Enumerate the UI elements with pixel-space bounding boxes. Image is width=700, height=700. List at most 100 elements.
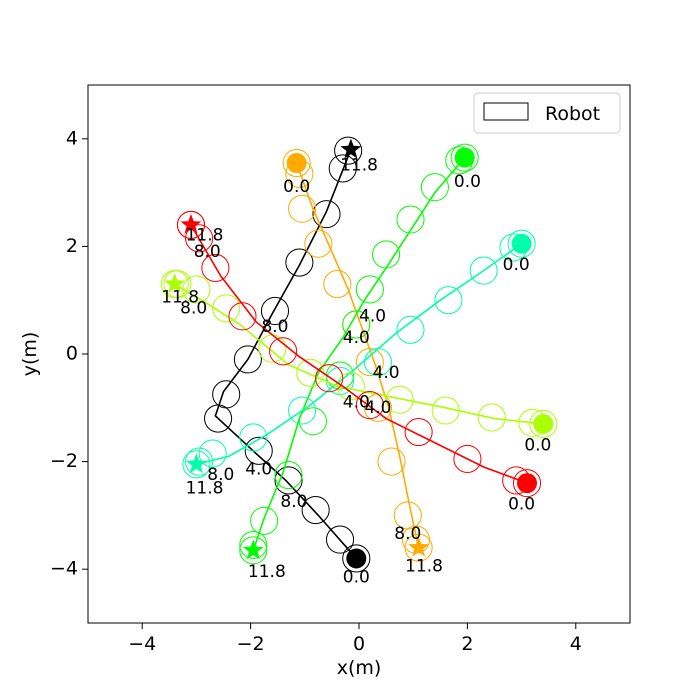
robot-footprint-circle — [385, 385, 414, 414]
robot-footprint-circle — [274, 461, 303, 490]
robot-footprint-circle — [198, 439, 227, 468]
robot-footprint-circle — [250, 506, 279, 535]
time-label: 4.0 — [373, 363, 400, 383]
robot-footprint-circle — [323, 270, 352, 299]
goal-star-icon — [242, 539, 264, 560]
robot-footprint-circle — [396, 205, 425, 234]
robot-footprint-circle — [285, 248, 314, 277]
robot-trajectory-line — [174, 283, 544, 425]
time-label: 8.0 — [194, 242, 221, 262]
time-label: 4.0 — [364, 398, 391, 418]
x-tick-label: −4 — [128, 633, 156, 655]
robot-footprint-circle — [328, 154, 357, 183]
time-label: 11.8 — [161, 288, 199, 308]
robot-footprint-circle — [315, 364, 344, 393]
time-label: 8.0 — [207, 465, 234, 485]
robot-footprint-circle — [239, 530, 268, 560]
legend-swatch-robot — [483, 102, 529, 121]
time-label: 0.0 — [283, 177, 310, 197]
robot-footprint-circle — [182, 450, 211, 479]
start-point-marker — [517, 473, 538, 494]
robot-footprint-circle — [312, 200, 341, 229]
robot-footprint-circle — [377, 447, 406, 476]
robot-footprint-circle — [304, 229, 333, 258]
robot-footprint-circle — [512, 469, 542, 498]
goal-star-icon — [185, 453, 207, 474]
robot-series-2 — [239, 143, 479, 565]
robot-footprint-circle — [404, 417, 433, 447]
time-label: 0.0 — [454, 172, 481, 192]
goal-star-icon — [180, 213, 202, 234]
axis-layer: −4 −2 0 2 4 −4 −2 0 2 4 — [50, 127, 582, 655]
robot-footprint-circle — [450, 143, 479, 172]
robot-footprint-circle — [233, 345, 262, 374]
robot-footprint-circle — [420, 173, 449, 202]
robot-footprint-circle — [342, 544, 371, 573]
robot-trajectory-line — [295, 162, 420, 548]
robot-footprint-circle — [477, 403, 506, 432]
robot-footprint-circle — [469, 256, 498, 285]
robot-footprint-circle — [176, 210, 206, 239]
robot-footprint-circle — [355, 391, 384, 420]
goal-star-icon — [164, 273, 186, 293]
time-label: 11.8 — [248, 562, 286, 582]
robot-series-0 — [204, 136, 371, 573]
time-label: 8.0 — [261, 317, 288, 337]
y-tick-label: 4 — [66, 127, 78, 149]
time-label: 0.0 — [503, 255, 530, 275]
robot-trajectory-line — [214, 149, 357, 559]
robot-series-5 — [176, 210, 542, 498]
y-axis-label: y(m) — [19, 332, 41, 377]
robot-footprint-circle — [282, 148, 311, 178]
robot-footprint-circle — [239, 536, 268, 565]
robot-footprint-circle — [274, 466, 303, 495]
robot-footprint-circle — [342, 310, 371, 339]
goal-star-icon — [340, 138, 362, 159]
robot-footprint-circle — [212, 294, 241, 323]
robot-footprint-circle — [185, 447, 214, 476]
start-point-marker — [533, 413, 554, 434]
robot-footprint-circle — [355, 275, 384, 304]
robot-series-1 — [282, 148, 433, 562]
robot-footprint-circle — [260, 296, 290, 326]
robot-footprint-circle — [529, 409, 558, 438]
x-tick-label: 2 — [461, 633, 473, 655]
robot-footprint-circle — [160, 270, 189, 299]
time-label: 8.0 — [180, 298, 207, 318]
robot-footprint-circle — [396, 315, 425, 344]
robot-footprint-circle — [228, 302, 257, 331]
y-tick-label: 2 — [66, 235, 78, 257]
time-label-layer: 0.04.08.011.80.04.08.011.80.04.08.011.80… — [161, 156, 551, 588]
robot-footprint-circle — [212, 380, 241, 409]
robot-trajectory-line — [190, 224, 528, 484]
time-label: 11.8 — [186, 479, 224, 499]
robot-trajectory-line — [252, 157, 466, 551]
y-tick-label: 0 — [66, 343, 78, 365]
robot-footprint-circle — [453, 444, 482, 473]
robot-trajectory-line — [196, 243, 523, 466]
time-label: 4.0 — [359, 306, 386, 326]
robot-footprint-circle — [269, 337, 298, 366]
time-label: 4.0 — [343, 392, 370, 412]
robot-series-3 — [182, 229, 536, 479]
start-point-marker — [454, 147, 475, 168]
robot-footprint-circle — [185, 224, 214, 253]
robot-footprint-circle — [434, 286, 463, 315]
robot-footprint-circle — [301, 495, 330, 525]
robot-footprint-circle — [244, 436, 273, 465]
x-tick-label: −2 — [237, 633, 265, 655]
robot-footprint-circle — [288, 396, 317, 425]
time-label: 4.0 — [245, 460, 272, 480]
plot-layer — [160, 136, 558, 573]
y-tick-label: −4 — [50, 558, 78, 580]
legend: Robot — [473, 92, 621, 134]
start-point-marker — [346, 548, 367, 569]
x-tick-label: 0 — [353, 633, 365, 655]
robot-footprint-circle — [288, 194, 317, 223]
robot-footprint-circle — [404, 533, 433, 562]
robot-footprint-circle — [239, 423, 268, 452]
x-tick-label: 4 — [570, 633, 582, 655]
x-axis-label: x(m) — [337, 657, 382, 679]
time-label: 11.8 — [340, 156, 378, 176]
start-point-marker — [286, 153, 307, 174]
